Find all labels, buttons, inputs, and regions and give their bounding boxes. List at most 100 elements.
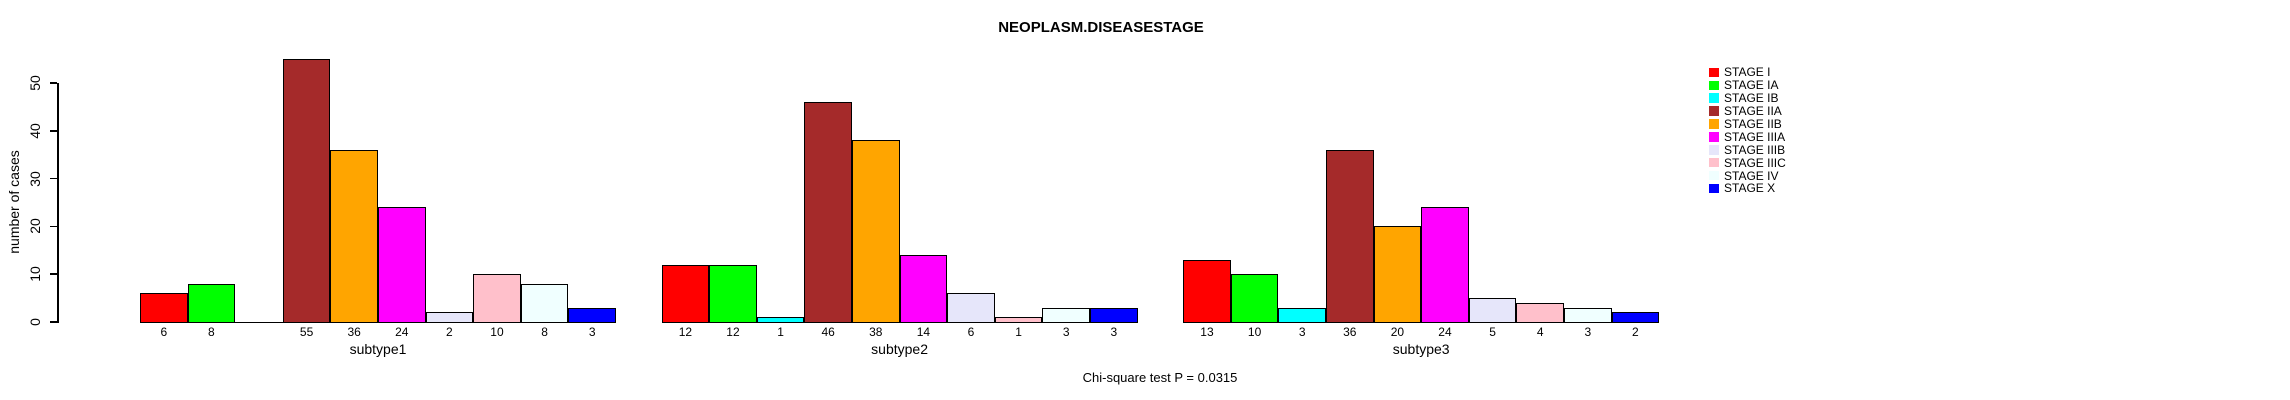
bar-value-label: 3: [1298, 325, 1306, 339]
y-axis-tick: [50, 225, 57, 228]
legend-label: STAGE IIA: [1724, 104, 1782, 119]
bar: [661, 264, 710, 323]
legend-label: STAGE IB: [1724, 91, 1779, 106]
legend-swatch: [1709, 145, 1719, 155]
legend-item: STAGE IIIC: [1709, 156, 1786, 169]
bar-value-label: 6: [967, 325, 975, 339]
bar-value-label: 46: [821, 325, 835, 339]
bar: [568, 307, 616, 323]
bar: [947, 293, 995, 323]
bar: [994, 317, 1043, 323]
bar-value-label: 8: [541, 325, 548, 339]
y-axis-tick-label: 10: [27, 266, 43, 282]
bar-value-label: 5: [1489, 325, 1496, 339]
legend-item: STAGE IIA: [1709, 105, 1786, 118]
bar: [1468, 298, 1517, 323]
bar: [1564, 307, 1612, 323]
bar: [1042, 307, 1090, 323]
legend-item: STAGE IIB: [1709, 118, 1786, 131]
legend-label: STAGE IIIA: [1724, 129, 1786, 144]
bar-value-label: 12: [678, 325, 693, 339]
y-axis-line: [57, 83, 59, 323]
bar: [899, 255, 948, 323]
bar-value-label: 36: [1343, 325, 1357, 339]
bar-value-label: 2: [446, 325, 453, 339]
bar: [1183, 259, 1231, 323]
bar-value-label: 3: [588, 325, 596, 339]
legend: STAGE I STAGE IA STAGE IB STAGE IIA STAGE II…: [1709, 66, 1786, 195]
legend-label: STAGE IIB: [1724, 117, 1782, 131]
group-label: subtype2: [871, 341, 928, 357]
bar: [804, 102, 852, 323]
bar-value-label: 10: [490, 325, 504, 339]
y-axis-tick: [50, 130, 57, 132]
bar: [330, 149, 378, 323]
legend-label: STAGE IIIC: [1724, 155, 1786, 170]
legend-label: STAGE I: [1724, 65, 1771, 80]
bar-value-label: 10: [1247, 325, 1262, 339]
y-axis-tick-label: 40: [27, 123, 43, 139]
bar: [140, 293, 188, 323]
y-axis-tick-label: 20: [27, 218, 43, 235]
legend-swatch: [1709, 67, 1719, 78]
y-axis-tick-label: 0: [27, 318, 43, 326]
bar: [1611, 312, 1660, 323]
bar: [1516, 302, 1564, 323]
legend-swatch: [1709, 119, 1719, 129]
group-label: subtype3: [1392, 341, 1450, 357]
bar-value-label: 24: [395, 325, 409, 339]
bar-value-label: 55: [299, 325, 314, 339]
bar: [1421, 207, 1469, 323]
bar: [1230, 274, 1279, 323]
bar-value-label: 20: [1390, 325, 1405, 339]
bar: [282, 59, 331, 323]
legend-label: STAGE X: [1724, 181, 1776, 196]
bar-value-label: 8: [208, 325, 215, 339]
bar-value-label: 12: [726, 325, 740, 339]
legend-label: STAGE IV: [1724, 168, 1779, 183]
legend-label: STAGE IA: [1724, 78, 1779, 93]
legend-item: STAGE IIIA: [1709, 130, 1786, 143]
bar: [1278, 307, 1326, 323]
bar-value-label: 36: [347, 325, 361, 339]
bar-value-label: 1: [1015, 325, 1022, 339]
legend-swatch: [1709, 170, 1719, 181]
legend-swatch: [1709, 93, 1719, 103]
chart-title: NEOPLASM.DISEASESTAGE: [998, 19, 1204, 36]
bar: [187, 283, 236, 323]
bar: [425, 312, 474, 323]
bar-value-label: 38: [869, 325, 883, 339]
legend-swatch: [1709, 183, 1719, 194]
legend-label: STAGE IIIB: [1724, 142, 1786, 157]
bar-value-label: 3: [1062, 325, 1070, 339]
legend-swatch: [1709, 80, 1719, 91]
bar: [756, 317, 805, 323]
bar-zero-line: [235, 322, 283, 323]
bar: [1373, 226, 1422, 323]
y-axis-tick-label: 50: [27, 75, 43, 91]
bar-value-label: 3: [1584, 325, 1592, 339]
legend-item: STAGE IA: [1709, 79, 1786, 92]
legend-item: STAGE IB: [1709, 92, 1786, 105]
bar: [852, 140, 900, 323]
y-axis-tick: [50, 273, 57, 275]
bar: [1090, 307, 1138, 323]
group-label: subtype1: [349, 341, 407, 357]
bar: [378, 207, 426, 323]
bar: [709, 264, 757, 323]
bar-value-label: 2: [1632, 325, 1639, 339]
legend-swatch: [1709, 106, 1719, 116]
bar-value-label: 3: [1110, 325, 1118, 339]
bar-value-label: 13: [1200, 325, 1214, 339]
chi-square-note: Chi-square test P = 0.0315: [1082, 370, 1238, 385]
y-axis-label: number of cases: [6, 150, 22, 254]
bar: [1326, 149, 1374, 323]
legend-item: STAGE X: [1709, 182, 1786, 195]
legend-item: STAGE IIIB: [1709, 143, 1786, 156]
legend-swatch: [1709, 157, 1719, 168]
bar: [473, 274, 521, 323]
y-axis-tick: [50, 177, 57, 180]
y-axis-tick: [50, 82, 57, 84]
bar-value-label: 14: [916, 325, 931, 339]
